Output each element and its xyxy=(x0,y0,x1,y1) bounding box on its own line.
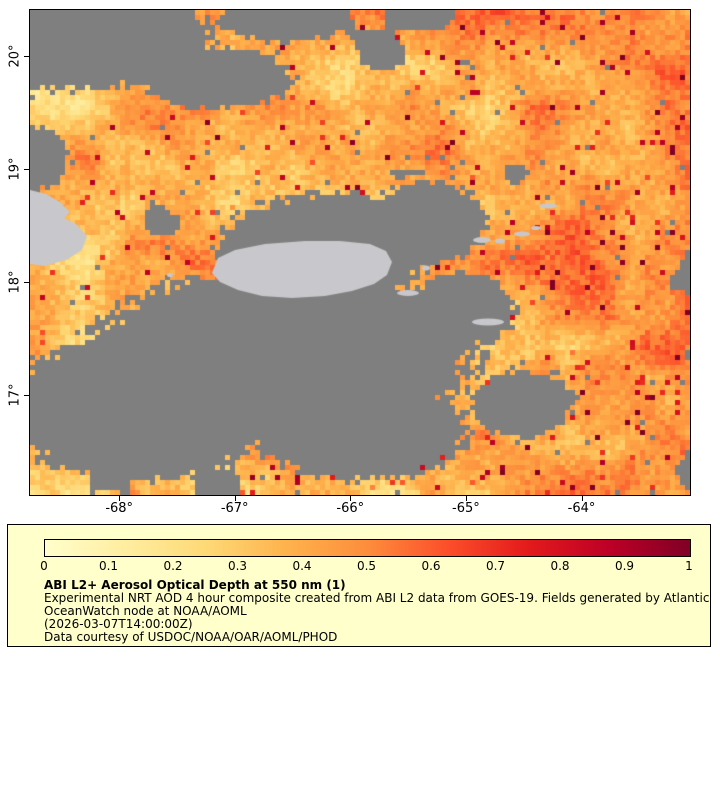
x-axis-tick-mark xyxy=(119,496,121,501)
colorbar-tick-label: 1 xyxy=(685,559,693,573)
y-axis-tick-mark xyxy=(24,394,29,396)
legend-timestamp: (2026-03-07T14:00:00Z) xyxy=(44,617,193,631)
colorbar-tick-label: 0.2 xyxy=(163,559,183,573)
colorbar-tick-label: 0.1 xyxy=(98,559,119,573)
x-axis-tick-mark xyxy=(234,496,236,501)
legend-panel: 0 0.1 0.2 0.3 0.4 0.5 0.6 0.7 0.8 0.9 1 ABI L2+ Ae… xyxy=(7,524,711,647)
legend-description-line-2: OceanWatch node at NOAA/AOML xyxy=(44,604,247,618)
colorbar-tick-label: 0.3 xyxy=(227,559,248,573)
y-axis-tick-mark xyxy=(24,282,29,283)
legend-text-block: ABI L2+ Aerosol Optical Depth at 550 nm … xyxy=(44,579,709,644)
x-axis-tick-label: -64° xyxy=(567,501,596,516)
y-axis-tick-mark xyxy=(24,56,29,58)
y-axis-tick-mark xyxy=(24,169,29,171)
x-axis-tick-mark xyxy=(350,496,352,501)
y-axis-tick-label: 20° xyxy=(7,44,23,68)
x-axis-tick-mark xyxy=(465,496,467,501)
map-container xyxy=(29,9,691,496)
colorbar-tick-label: 0.8 xyxy=(550,559,570,573)
colorbar-tick-label: 0.7 xyxy=(485,559,506,573)
colorbar xyxy=(44,539,691,557)
x-axis-tick-label: -66° xyxy=(336,501,365,516)
colorbar-tick-label: 0.6 xyxy=(421,559,441,573)
aod-raster-map xyxy=(30,10,690,495)
legend-title: ABI L2+ Aerosol Optical Depth at 550 nm … xyxy=(44,578,346,592)
legend-courtesy: Data courtesy of USDOC/NOAA/OAR/AOML/PHO… xyxy=(44,630,338,644)
legend-description-line-1: Experimental NRT AOD 4 hour composite cr… xyxy=(44,591,710,605)
colorbar-tick-label: 0.9 xyxy=(614,559,635,573)
y-axis-tick-label: 18° xyxy=(7,270,23,294)
colorbar-tick-label: 0 xyxy=(40,559,48,573)
x-axis-tick-mark xyxy=(581,496,583,501)
x-axis-tick-label: -68° xyxy=(105,501,134,516)
colorbar-tick-label: 0.4 xyxy=(292,559,312,573)
x-axis-tick-label: -65° xyxy=(452,501,480,516)
x-axis-tick-label: -67° xyxy=(220,501,249,516)
colorbar-tick-label: 0.5 xyxy=(356,559,377,573)
y-axis-tick-label: 17° xyxy=(7,383,23,407)
y-axis-tick-label: 19° xyxy=(7,157,23,181)
